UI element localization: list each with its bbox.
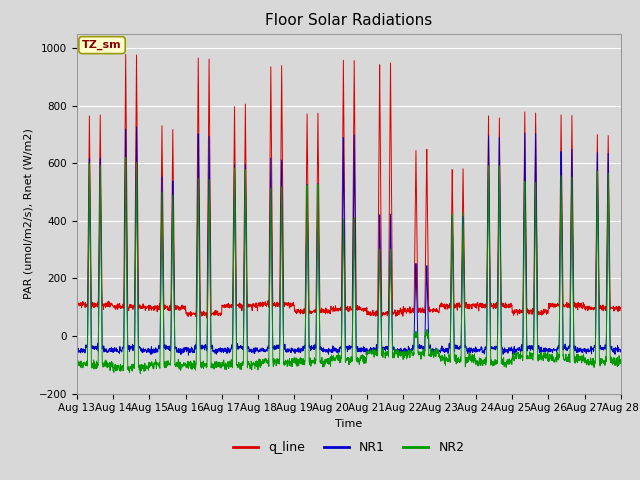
q_line [617, 305, 625, 311]
NR1 [184, 352, 192, 358]
NR2 [617, 360, 625, 366]
q_line [365, 309, 372, 314]
NR2 [122, 155, 129, 160]
Title: Floor Solar Radiations: Floor Solar Radiations [265, 13, 433, 28]
Line: NR2: NR2 [77, 157, 621, 373]
NR1 [584, 346, 592, 352]
Text: TZ_sm: TZ_sm [82, 40, 122, 50]
q_line [377, 186, 385, 192]
NR1 [73, 347, 81, 353]
NR2 [225, 364, 233, 370]
NR2 [365, 348, 372, 354]
NR2 [570, 285, 577, 291]
q_line [73, 303, 81, 309]
NR1 [225, 349, 233, 355]
q_line [508, 304, 515, 310]
NR1 [617, 347, 625, 352]
NR1 [377, 280, 385, 286]
NR2 [508, 360, 515, 365]
q_line [584, 307, 592, 312]
q_line [122, 51, 129, 57]
q_line [225, 301, 233, 307]
q_line [570, 244, 577, 250]
Y-axis label: PAR (umol/m2/s), Rnet (W/m2): PAR (umol/m2/s), Rnet (W/m2) [23, 128, 33, 299]
NR1 [508, 345, 515, 351]
Legend: q_line, NR1, NR2: q_line, NR1, NR2 [228, 436, 470, 459]
X-axis label: Time: Time [335, 419, 362, 429]
NR1 [365, 348, 372, 353]
NR1 [570, 277, 577, 283]
Line: q_line: q_line [77, 54, 621, 318]
NR1 [132, 124, 140, 130]
Line: NR1: NR1 [77, 127, 621, 355]
NR2 [136, 371, 144, 376]
q_line [203, 315, 211, 321]
NR2 [584, 360, 592, 365]
NR2 [73, 360, 81, 365]
NR2 [377, 294, 385, 300]
